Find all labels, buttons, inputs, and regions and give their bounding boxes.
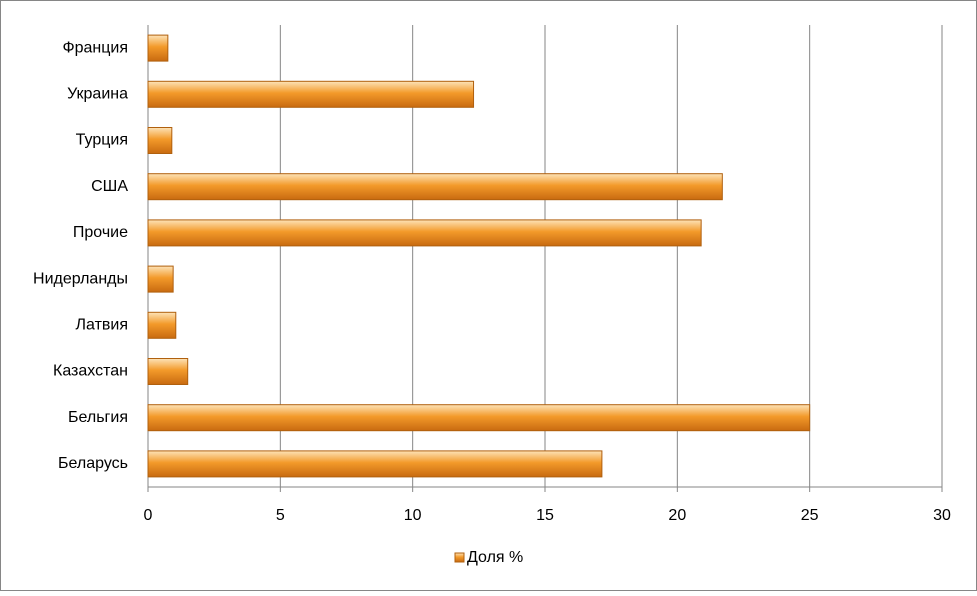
y-tick-label: Франция [62, 39, 128, 56]
bar [147, 358, 189, 385]
x-tick-label: 20 [668, 507, 686, 524]
x-tick-label: 5 [276, 507, 285, 524]
bar [147, 404, 811, 432]
y-tick-label: Бельгия [68, 409, 128, 426]
y-tick-label: Турция [76, 132, 128, 149]
legend-label: Доля % [467, 549, 523, 566]
y-tick-label: США [91, 178, 128, 195]
bar [147, 173, 723, 201]
bar [147, 127, 173, 154]
y-tick-label: Казахстан [53, 363, 128, 380]
x-tick-label: 25 [801, 507, 819, 524]
bar [147, 311, 177, 339]
x-tick-label: 30 [933, 507, 951, 524]
x-tick-label: 10 [404, 507, 422, 524]
bar [147, 219, 702, 247]
bar [147, 80, 475, 108]
bar [147, 265, 174, 293]
legend-marker [454, 552, 465, 563]
y-tick-label: Прочие [73, 224, 128, 241]
y-tick-label: Нидерланды [33, 270, 128, 287]
x-tick-label: 15 [536, 507, 554, 524]
bar [147, 450, 603, 478]
x-tick-label: 0 [144, 507, 153, 524]
y-tick-label: Украина [67, 86, 128, 103]
y-tick-label: Беларусь [58, 455, 128, 472]
y-tick-label: Латвия [76, 317, 128, 334]
bar [147, 34, 169, 62]
